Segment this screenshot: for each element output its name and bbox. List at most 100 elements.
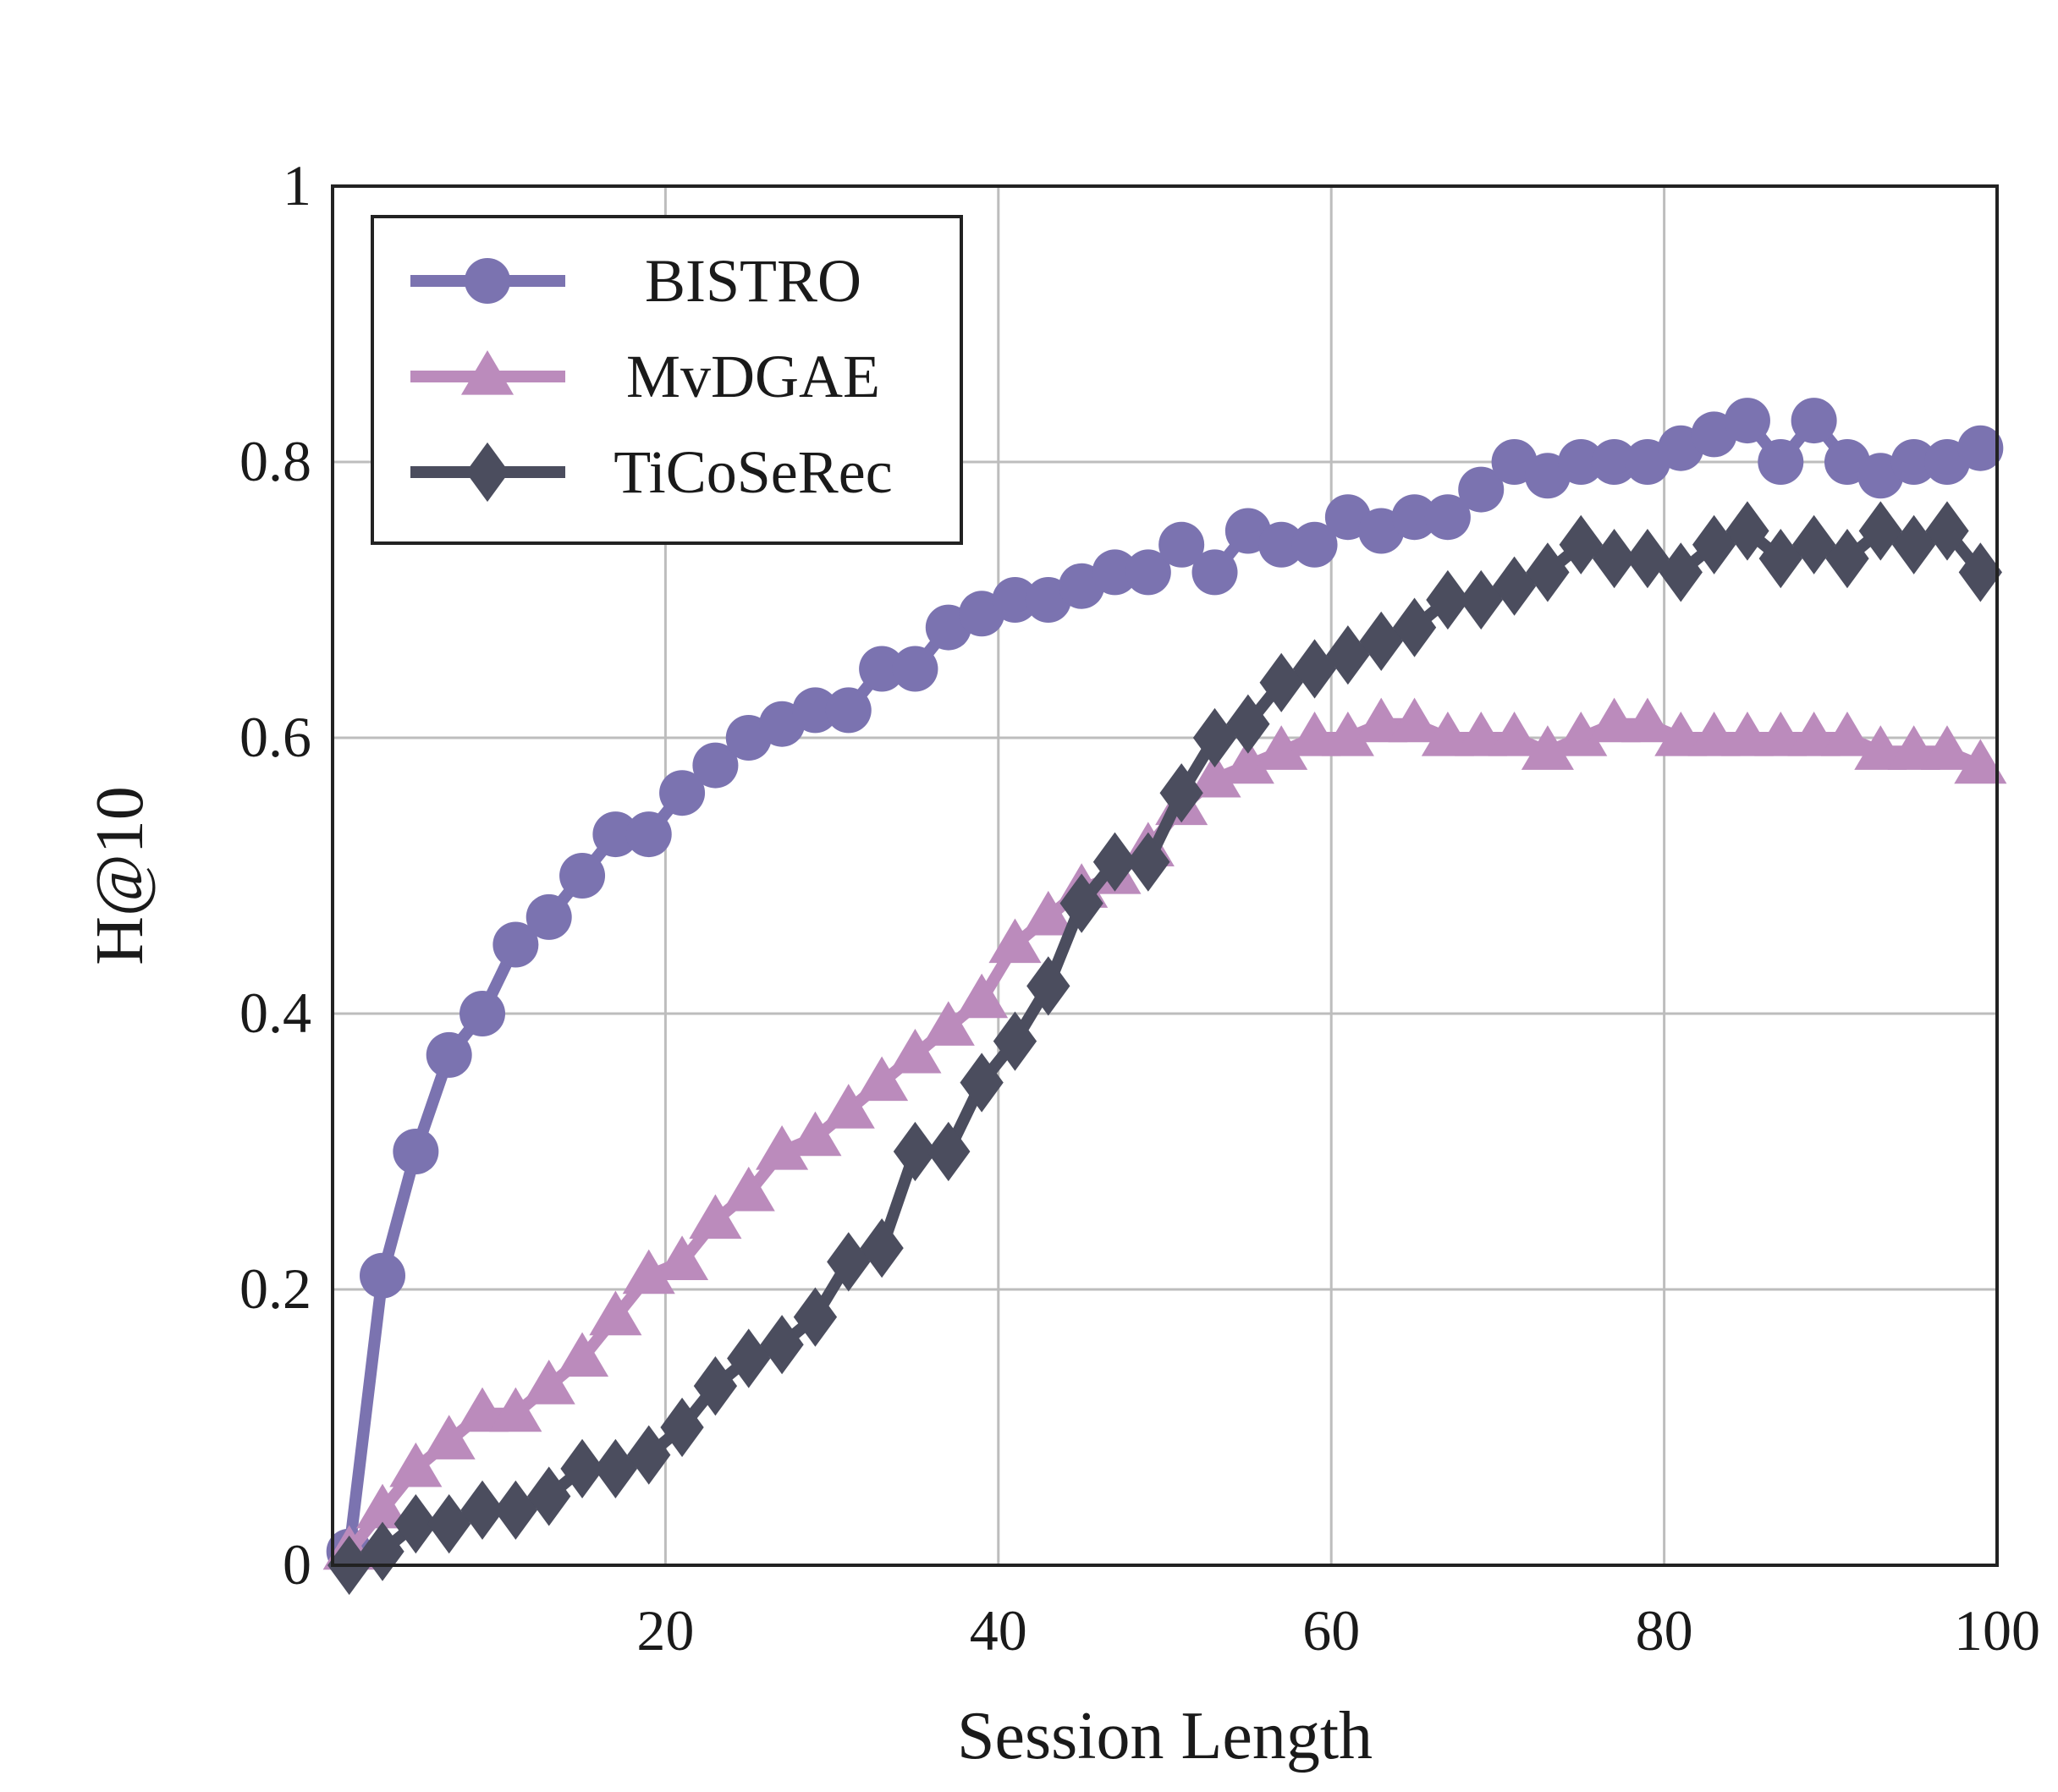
plot-frame (331, 184, 1999, 1567)
data-point-ticoserec (460, 1480, 504, 1540)
y-tick-label: 0.6 (239, 705, 311, 769)
data-point-bistro (360, 1252, 406, 1299)
data-point-ticoserec (1359, 611, 1403, 671)
legend-item-ticoserec: TiCoSeRec (410, 438, 893, 506)
legend-marker-ticoserec (465, 442, 509, 503)
data-point-ticoserec (1159, 763, 1203, 823)
y-tick-label: 0 (283, 1532, 311, 1597)
data-point-mvdgae (1321, 711, 1374, 756)
data-point-ticoserec (1392, 597, 1437, 657)
data-point-bistro (592, 811, 639, 858)
data-point-ticoserec (793, 1287, 838, 1347)
data-point-ticoserec (1459, 569, 1503, 630)
data-point-ticoserec (1226, 694, 1270, 754)
data-point-bistro (1758, 439, 1804, 485)
data-point-bistro (659, 770, 706, 816)
data-point-bistro (992, 577, 1038, 623)
data-point-bistro (426, 1031, 472, 1078)
data-point-bistro (559, 853, 606, 899)
data-point-ticoserec (1526, 542, 1570, 602)
data-point-mvdgae (1654, 711, 1708, 756)
data-point-mvdgae (822, 1084, 875, 1129)
data-point-ticoserec (760, 1315, 804, 1375)
data-point-ticoserec (1791, 514, 1836, 574)
data-point-ticoserec (1192, 707, 1237, 768)
data-point-bistro (1258, 521, 1305, 568)
data-point-ticoserec (1126, 832, 1170, 892)
data-point-bistro (1191, 549, 1238, 596)
data-point-bistro (393, 1129, 439, 1174)
data-point-ticoserec (1492, 556, 1537, 616)
x-tick-label: 60 (1302, 1598, 1360, 1663)
series-line-mvdgae (344, 717, 1983, 1556)
data-point-ticoserec (593, 1438, 638, 1498)
data-point-ticoserec (1426, 569, 1470, 630)
series-bistro (326, 398, 2004, 1575)
data-point-ticoserec (927, 1121, 971, 1182)
series-line-ticoserec (347, 525, 1985, 1571)
data-point-ticoserec (627, 1425, 671, 1485)
data-point-bistro (459, 991, 506, 1036)
data-point-bistro (1125, 549, 1171, 596)
data-point-mvdgae (1221, 739, 1274, 784)
data-point-mvdgae (1754, 711, 1808, 756)
data-point-bistro (625, 811, 672, 858)
data-point-ticoserec (860, 1218, 904, 1278)
data-point-bistro (892, 646, 938, 692)
x-tick-label: 100 (1954, 1598, 2040, 1663)
data-point-ticoserec (560, 1438, 604, 1498)
data-point-bistro (1291, 521, 1338, 568)
data-point-mvdgae (1621, 697, 1674, 743)
data-point-bistro (1158, 521, 1205, 568)
data-point-ticoserec (827, 1232, 871, 1292)
data-point-mvdgae (1388, 697, 1441, 743)
data-point-mvdgae (789, 1111, 842, 1157)
series-ticoserec (327, 501, 2002, 1596)
data-point-mvdgae (1355, 697, 1408, 743)
legend-marker-bistro (465, 258, 510, 304)
data-point-bistro (1458, 466, 1505, 513)
data-point-mvdgae (1820, 711, 1874, 756)
data-point-mvdgae (355, 1483, 410, 1529)
data-point-bistro (1791, 398, 1837, 444)
data-point-ticoserec (727, 1328, 771, 1388)
data-point-mvdgae (1455, 711, 1508, 756)
data-point-mvdgae (622, 1249, 675, 1295)
data-point-bistro (859, 646, 905, 692)
data-point-bistro (1558, 439, 1604, 485)
series-layer (322, 398, 2007, 1596)
data-point-mvdgae (522, 1360, 575, 1404)
data-point-ticoserec (393, 1494, 437, 1554)
data-point-ticoserec (427, 1494, 471, 1554)
data-point-ticoserec (1725, 501, 1769, 561)
data-point-ticoserec (660, 1397, 704, 1458)
data-point-ticoserec (1858, 501, 1902, 561)
data-point-ticoserec (1592, 529, 1637, 589)
data-point-mvdgae (689, 1194, 742, 1240)
data-point-mvdgae (1854, 725, 1907, 770)
data-point-ticoserec (1925, 501, 1969, 561)
legend-label-mvdgae: MvDGAE (626, 343, 880, 410)
data-point-bistro (825, 687, 872, 734)
legend-item-bistro: BISTRO (410, 247, 861, 315)
data-point-mvdgae (1954, 739, 2007, 784)
data-point-ticoserec (1892, 514, 1936, 574)
data-point-mvdgae (988, 918, 1042, 964)
data-point-ticoserec (527, 1466, 571, 1526)
data-point-mvdgae (556, 1332, 609, 1377)
y-axis-title: H@10 (83, 786, 157, 965)
y-tick-label: 0.4 (239, 981, 311, 1045)
data-point-ticoserec (1758, 529, 1802, 589)
x-tick-label: 40 (970, 1598, 1027, 1663)
tick-layer: 20 40 60 80 100 0 0.2 0.4 0.6 0.8 1 (239, 153, 2040, 1663)
data-point-ticoserec (1626, 529, 1670, 589)
data-point-bistro (1890, 439, 1937, 485)
data-point-mvdgae (1887, 725, 1940, 770)
data-point-bistro (526, 893, 572, 940)
data-point-ticoserec (693, 1356, 738, 1416)
data-point-bistro (1092, 549, 1138, 596)
data-point-mvdgae (1588, 697, 1641, 743)
data-point-ticoserec (1292, 639, 1337, 699)
